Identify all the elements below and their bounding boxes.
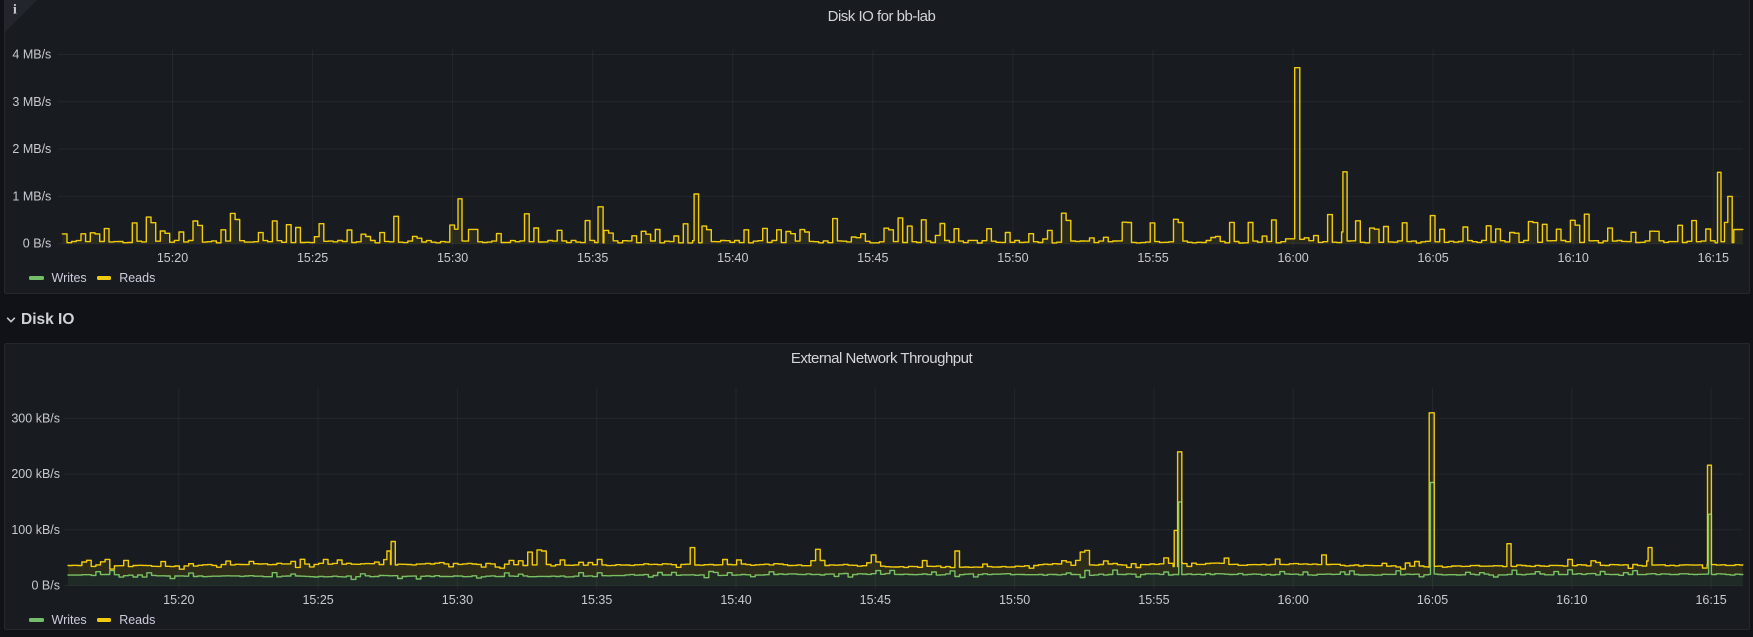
svg-text:15:55: 15:55 — [1137, 251, 1168, 265]
svg-text:15:40: 15:40 — [720, 593, 751, 607]
svg-text:16:15: 16:15 — [1698, 251, 1729, 265]
svg-text:15:50: 15:50 — [997, 251, 1028, 265]
svg-text:15:50: 15:50 — [999, 593, 1030, 607]
svg-text:15:35: 15:35 — [581, 593, 612, 607]
svg-text:200 kB/s: 200 kB/s — [11, 467, 60, 481]
svg-text:100 kB/s: 100 kB/s — [11, 523, 60, 537]
svg-text:16:15: 16:15 — [1695, 593, 1726, 607]
svg-text:16:00: 16:00 — [1277, 251, 1308, 265]
svg-text:300 kB/s: 300 kB/s — [11, 411, 60, 425]
svg-text:i: i — [13, 2, 17, 17]
svg-text:15:45: 15:45 — [860, 593, 891, 607]
svg-text:15:40: 15:40 — [717, 251, 748, 265]
svg-text:16:10: 16:10 — [1558, 251, 1589, 265]
svg-text:16:00: 16:00 — [1278, 593, 1309, 607]
svg-text:2 MB/s: 2 MB/s — [12, 142, 51, 156]
svg-text:16:05: 16:05 — [1417, 251, 1448, 265]
svg-text:0 B/s: 0 B/s — [32, 579, 61, 593]
svg-text:16:05: 16:05 — [1417, 593, 1448, 607]
svg-text:16:10: 16:10 — [1556, 593, 1587, 607]
svg-text:15:35: 15:35 — [577, 251, 608, 265]
svg-text:15:30: 15:30 — [437, 251, 468, 265]
svg-text:15:30: 15:30 — [442, 593, 473, 607]
svg-text:1 MB/s: 1 MB/s — [12, 189, 51, 203]
svg-text:15:55: 15:55 — [1138, 593, 1169, 607]
svg-text:15:20: 15:20 — [163, 593, 194, 607]
svg-text:15:25: 15:25 — [302, 593, 333, 607]
svg-text:3 MB/s: 3 MB/s — [12, 95, 51, 109]
svg-text:4 MB/s: 4 MB/s — [12, 48, 51, 62]
svg-text:15:25: 15:25 — [297, 251, 328, 265]
svg-text:15:45: 15:45 — [857, 251, 888, 265]
svg-text:0 B/s: 0 B/s — [23, 237, 52, 251]
svg-text:15:20: 15:20 — [157, 251, 188, 265]
